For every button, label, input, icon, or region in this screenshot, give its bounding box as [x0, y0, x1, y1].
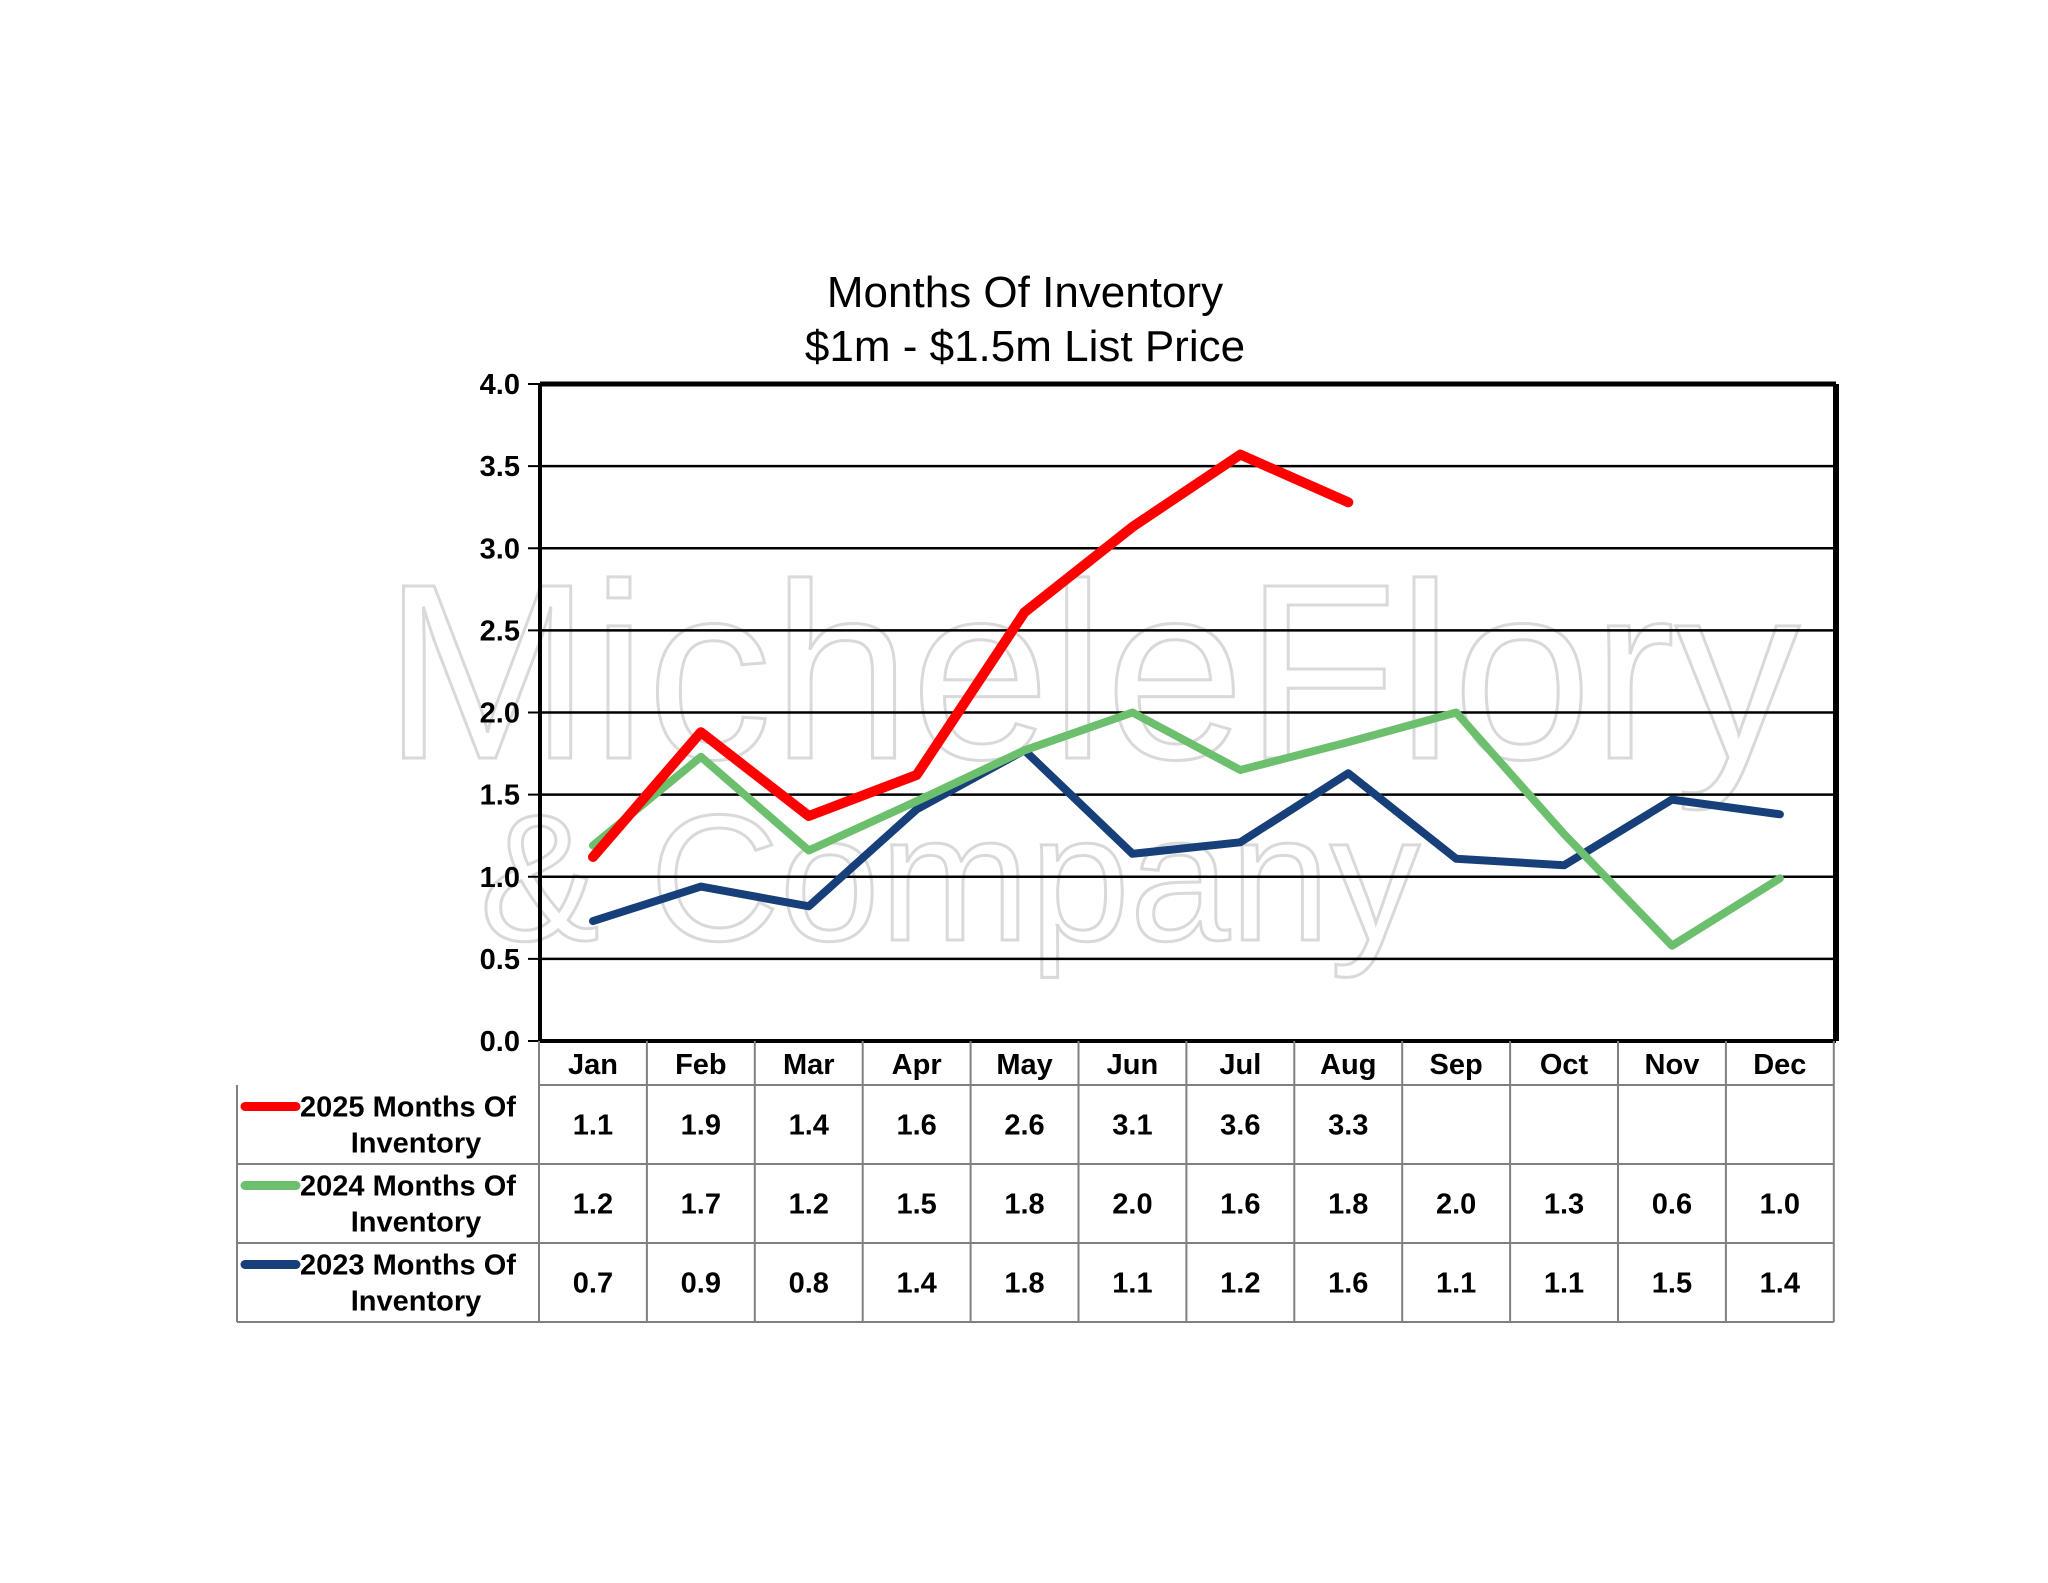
- table-cell: 1.1: [573, 1110, 613, 1142]
- table-cell: 1.8: [1004, 1189, 1044, 1221]
- table-cell: 1.3: [1544, 1189, 1584, 1221]
- table-cell: 1.5: [896, 1189, 936, 1221]
- chart-title-line-1: Months Of Inventory: [826, 268, 1224, 317]
- table-cell: 1.9: [681, 1110, 721, 1142]
- row-label-line-2: Inventory: [351, 1128, 482, 1160]
- x-tick-label: Aug: [1320, 1049, 1376, 1081]
- table-cell: 1.6: [1328, 1268, 1368, 1300]
- table-cell: 3.3: [1328, 1110, 1368, 1142]
- table-cell: 0.7: [573, 1268, 613, 1300]
- x-tick-label: Mar: [783, 1049, 835, 1081]
- table-cell: 1.8: [1004, 1268, 1044, 1300]
- y-tick-label: 3.5: [480, 451, 520, 483]
- watermark-line-1: MicheleFlory: [383, 532, 1800, 811]
- row-label-line-1: 2023 Months Of: [300, 1250, 516, 1282]
- table-cell: 1.4: [896, 1268, 936, 1300]
- row-label-line-2: Inventory: [351, 1207, 482, 1239]
- table-cell: 2.0: [1436, 1189, 1476, 1221]
- table-cell: 1.2: [789, 1189, 829, 1221]
- watermark: MicheleFlory & Company: [382, 531, 1802, 981]
- row-label-line-1: 2024 Months Of: [300, 1171, 516, 1203]
- y-tick-label: 1.5: [480, 780, 520, 812]
- table-cell: 1.1: [1436, 1268, 1476, 1300]
- table-cell: 1.1: [1112, 1268, 1152, 1300]
- y-tick-label: 4.0: [480, 369, 520, 401]
- chart-title-line-2: $1m - $1.5m List Price: [804, 322, 1246, 371]
- row-label-line-2: Inventory: [351, 1286, 482, 1318]
- table-cell: 0.9: [681, 1268, 721, 1300]
- series-line-1: [589, 708, 1784, 950]
- table-cell: 1.8: [1328, 1189, 1368, 1221]
- series-line-0: [588, 449, 1354, 862]
- table-cell: 1.0: [1760, 1189, 1800, 1221]
- x-tick-label: May: [996, 1049, 1052, 1081]
- table-cell: 1.2: [573, 1189, 613, 1221]
- y-tick-label: 2.5: [480, 615, 520, 647]
- y-tick-label: 2.0: [480, 698, 520, 730]
- chart-title: Months Of Inventory $1m - $1.5m List Pri…: [700, 266, 1350, 374]
- gridlines: [540, 464, 1836, 961]
- table-cell: 1.5: [1652, 1268, 1692, 1300]
- table-cell: 1.4: [1760, 1268, 1800, 1300]
- table-cell: 1.2: [1220, 1268, 1260, 1300]
- x-tick-label: Jun: [1107, 1049, 1159, 1081]
- watermark-line-2: & Company: [480, 778, 1420, 979]
- x-tick-label: Apr: [892, 1049, 942, 1081]
- y-tick-label: 1.0: [480, 862, 520, 894]
- table-cell: 0.8: [789, 1268, 829, 1300]
- table-cell: 1.6: [896, 1110, 936, 1142]
- x-tick-label: Dec: [1753, 1049, 1806, 1081]
- x-tick-label: Jan: [568, 1049, 618, 1081]
- table-cell: 2.0: [1112, 1189, 1152, 1221]
- table-cell: 1.4: [789, 1110, 829, 1142]
- x-tick-label: Jul: [1219, 1049, 1261, 1081]
- table-cell: 0.6: [1652, 1189, 1692, 1221]
- y-axis: 0.0 0.5 1.0 1.5 2.0 2.5 3.0 3.5 4.0: [480, 369, 1839, 1058]
- x-tick-label: Sep: [1430, 1049, 1483, 1081]
- table-cell: 3.1: [1112, 1110, 1152, 1142]
- series-lines: [588, 449, 1784, 950]
- y-tick-label: 0.5: [480, 944, 520, 976]
- table-cell: 1.6: [1220, 1189, 1260, 1221]
- table-cell: 1.1: [1544, 1268, 1584, 1300]
- table-cell: 1.7: [681, 1189, 721, 1221]
- x-tick-label: Oct: [1540, 1049, 1589, 1081]
- y-tick-label: 0.0: [480, 1026, 520, 1058]
- table-cell: 2.6: [1004, 1110, 1044, 1142]
- row-label-line-1: 2025 Months Of: [300, 1092, 516, 1124]
- table-cell: 3.6: [1220, 1110, 1260, 1142]
- data-table: Jan Feb Mar Apr May Jun Jul Aug Sep Oct Nov Dec 2025…: [236, 1041, 1835, 1323]
- x-tick-label: Nov: [1645, 1049, 1700, 1081]
- x-tick-label: Feb: [675, 1049, 727, 1081]
- y-tick-label: 3.0: [480, 533, 520, 565]
